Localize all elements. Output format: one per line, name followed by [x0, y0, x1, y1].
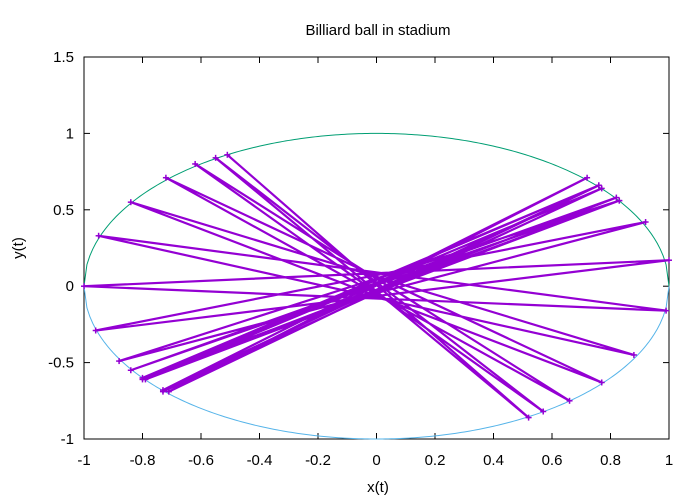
boundary-lower-line [83, 286, 670, 440]
x-axis-label: x(t) [367, 479, 389, 496]
trajectory-point [598, 379, 605, 386]
x-tick-label: -0.4 [247, 452, 273, 469]
chart-title: Billiard ball in stadium [305, 22, 450, 39]
trajectory-point [525, 414, 532, 421]
trajectory-point [127, 367, 134, 374]
y-tick-label: 0.5 [53, 202, 74, 219]
x-tick-label: -0.6 [188, 452, 214, 469]
trajectory-point [630, 351, 637, 358]
trajectory-point [165, 388, 172, 395]
trajectory-point [540, 408, 547, 415]
y-tick-label: -0.5 [48, 355, 74, 372]
trajectory-line [82, 153, 671, 419]
trajectory-point [95, 232, 102, 239]
plot-frame [83, 56, 670, 440]
y-tick-label: 1 [66, 125, 74, 142]
trajectory-series [81, 151, 672, 421]
trajectory-point [192, 160, 199, 167]
y-tick-label: -1 [61, 431, 74, 448]
x-tick-label: -1 [77, 452, 90, 469]
x-tick-label: 0 [372, 452, 380, 469]
trajectory-point [159, 388, 166, 395]
y-tick-label: 1.5 [53, 49, 74, 66]
trajectory-point [598, 185, 605, 192]
trajectory-point [666, 257, 672, 264]
x-tick-label: -0.2 [305, 452, 331, 469]
y-tick-label: 0 [66, 278, 74, 295]
trajectory-point [127, 199, 134, 206]
trajectory-point [584, 174, 591, 181]
trajectory-point [224, 151, 231, 158]
trajectory-point [81, 283, 87, 290]
trajectory-point [92, 327, 99, 334]
trajectory-point [613, 194, 620, 201]
trajectory-point [142, 376, 149, 383]
trajectory-point [595, 182, 602, 189]
trajectory-point [162, 174, 169, 181]
trajectory-point [663, 307, 670, 314]
axis-ticks: -1 -0.8 -0.6 -0.4 -0.2 0 0.2 0.4 0.6 0.8 1 -1 -0.5 0 0… [48, 49, 673, 469]
trajectory-point [642, 219, 649, 226]
x-tick-label: 0.2 [425, 452, 446, 469]
trajectory-point [116, 358, 123, 365]
boundary-upper-line [83, 132, 670, 287]
x-tick-label: 0.4 [483, 452, 504, 469]
x-tick-label: -0.8 [130, 452, 156, 469]
trajectory-point [616, 197, 623, 204]
trajectory-point [212, 154, 219, 161]
x-tick-label: 1 [665, 452, 673, 469]
x-tick-label: 0.8 [600, 452, 621, 469]
trajectory-point [566, 397, 573, 404]
x-tick-label: 0.6 [542, 452, 563, 469]
y-axis-label: y(t) [10, 237, 27, 259]
